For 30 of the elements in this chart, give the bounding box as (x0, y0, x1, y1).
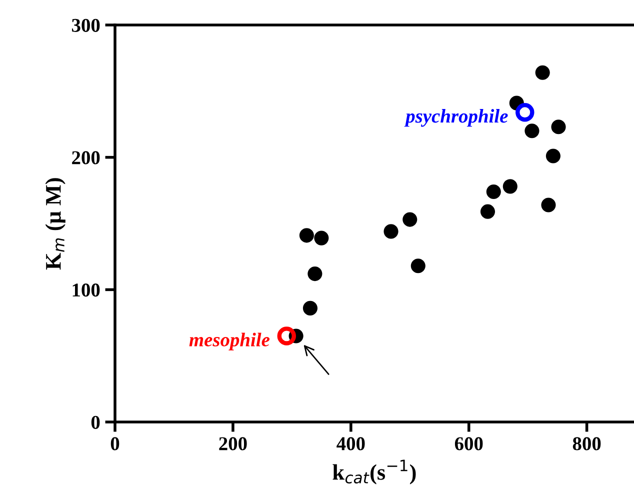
point (535, 65, 550, 80)
point (384, 224, 398, 239)
y-axis-title: K$_{m}$ (μ M) (45, 178, 66, 270)
y-tick-label: 300 (72, 18, 100, 32)
point (541, 198, 556, 212)
point (551, 120, 566, 134)
series-label: psychrophile (404, 109, 508, 127)
x-tick-label: 400 (336, 437, 365, 450)
x-tick-label: 200 (219, 437, 247, 450)
x-tick-label: 600 (454, 437, 483, 450)
point (308, 266, 322, 282)
x-tick-label: 0 (110, 437, 120, 450)
point (486, 184, 501, 200)
point (277, 326, 296, 346)
point (302, 300, 318, 316)
x-tick-label: 800 (572, 437, 601, 450)
point (546, 148, 560, 164)
point (516, 102, 534, 122)
y-tick-label: 0 (91, 416, 100, 429)
x-axis-title: k$_{cat}$(s$^{−1}$) (332, 460, 416, 484)
point (524, 124, 540, 138)
point (402, 212, 418, 227)
point (480, 204, 496, 219)
series-label: mesophile (189, 332, 270, 350)
y-tick-label: 100 (72, 283, 100, 297)
point (410, 258, 426, 274)
point (314, 230, 329, 246)
y-tick-label: 200 (72, 151, 100, 164)
point (502, 179, 518, 194)
point (299, 228, 314, 243)
